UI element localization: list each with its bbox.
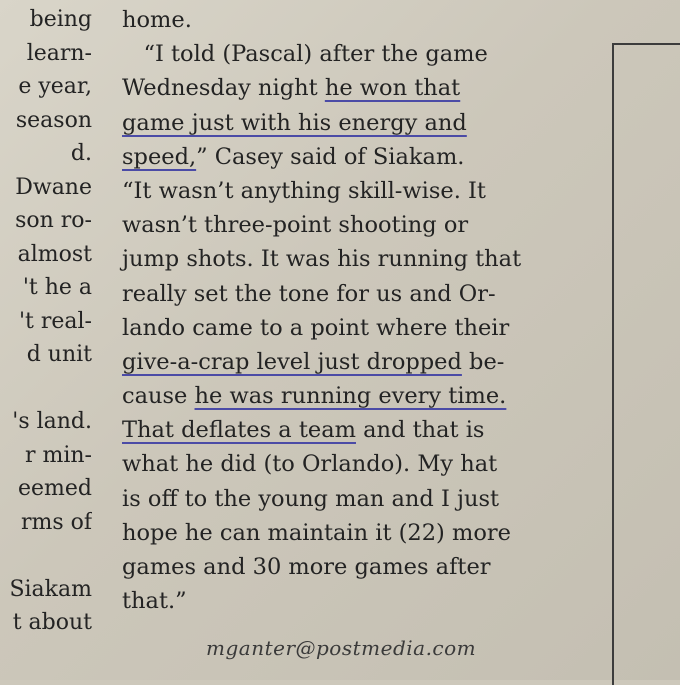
left-column-line: learn- [26, 40, 92, 66]
left-column-line: t about [12, 610, 92, 635]
left-column-line: being [29, 7, 92, 32]
pen-underlined-text: speed, [122, 143, 197, 170]
left-column-line: eemed [17, 476, 92, 501]
article-text: lando came to a point where their [122, 314, 510, 341]
article-text: really set the tone for us and Or- [122, 280, 496, 307]
byline-email: mganter@postmedia.com [206, 636, 477, 660]
article-text: jump shots. It was his running that [122, 246, 522, 273]
article-line: game just with his energy and [122, 106, 602, 140]
pen-underlined-text: he won that [324, 75, 461, 102]
article-line: give-a-crap level just dropped be- [122, 345, 602, 379]
left-column-line: 's land. [12, 409, 92, 434]
article-text: and that is [355, 417, 485, 444]
article-line: that.” [122, 584, 602, 618]
article-text: that.” [122, 588, 187, 615]
article-line: speed,” Casey said of Siakam. [122, 140, 602, 174]
article-text: “I told (Pascal) after the game [122, 41, 488, 68]
article-text: games and 30 more games after [122, 554, 491, 580]
article-text: be- [461, 348, 505, 375]
left-column-line: d. [70, 141, 92, 166]
pen-underlined-text: give-a-crap level just dropped [122, 348, 462, 375]
article-column: home. “I told (Pascal) after the game Wed… [122, 3, 602, 618]
left-column-line: rms of [20, 509, 92, 535]
pen-underlined-text: That deflates a team [122, 417, 356, 444]
left-column-line [0, 372, 92, 406]
left-column-line: 't real- [18, 308, 92, 334]
article-text: what he did (to Orlando). My hat [122, 451, 498, 478]
left-column-line: Dwane [15, 174, 92, 200]
left-column-line: son ro- [15, 208, 92, 233]
pen-underlined-text: he was running every time. [194, 383, 507, 410]
left-column-line: almost [17, 241, 92, 267]
article-line: home. [122, 3, 602, 37]
article-text: Wednesday night [122, 75, 325, 102]
column-rule-vertical [612, 45, 614, 685]
article-text: wasn’t three-point shooting or [122, 212, 469, 239]
article-text: home. [122, 7, 192, 33]
left-column-line: d unit [26, 342, 92, 367]
article-line: cause he was running every time. [122, 379, 602, 413]
article-line: jump shots. It was his running that [122, 242, 602, 276]
article-line: wasn’t three-point shooting or [122, 208, 602, 242]
left-column-line [0, 539, 92, 573]
article-line: lando came to a point where their [122, 311, 602, 345]
article-line: “I told (Pascal) after the game [122, 37, 602, 71]
article-line: games and 30 more games after [122, 550, 602, 584]
pen-underlined-text: game just with his energy and [122, 109, 467, 136]
left-column-line: Siakam [9, 576, 92, 602]
column-rule-horizontal [612, 43, 680, 45]
article-line: hope he can maintain it (22) more [122, 516, 602, 550]
article-text: cause [122, 383, 195, 410]
left-column-line: e year, [18, 74, 92, 99]
article-line: That deflates a team and that is [122, 413, 602, 447]
left-column-line: season [15, 107, 92, 133]
article-text: hope he can maintain it (22) more [122, 519, 511, 546]
left-column-line: r min- [24, 442, 92, 468]
article-line: is off to the young man and I just [122, 482, 602, 516]
article-line: Wednesday night he won that [122, 71, 602, 105]
article-text: “It wasn’t anything skill-wise. It [122, 177, 486, 204]
left-column-fragment: being learn-e year, season d. Dwane son ro-al… [0, 3, 92, 640]
article-line: “It wasn’t anything skill-wise. It [122, 174, 602, 208]
article-line: what he did (to Orlando). My hat [122, 447, 602, 481]
article-text: is off to the young man and I just [122, 485, 500, 512]
left-column-line: 't he a [22, 275, 92, 300]
article-line: really set the tone for us and Or- [122, 277, 602, 311]
article-text: ” Casey said of Siakam. [196, 143, 465, 170]
